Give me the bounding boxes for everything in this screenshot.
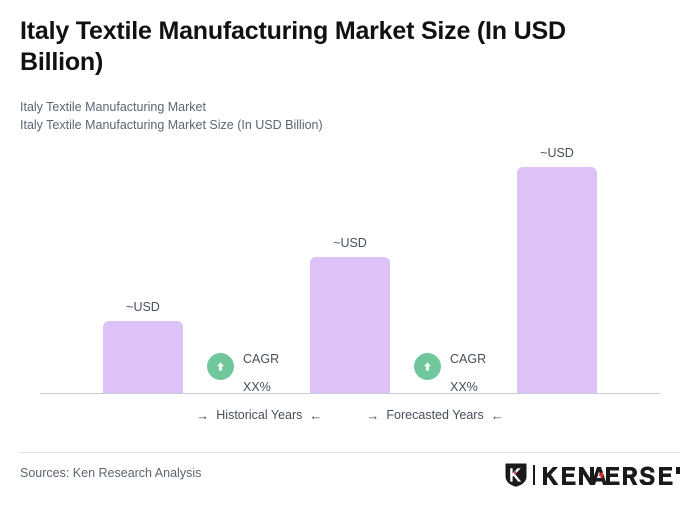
bar[interactable]: [103, 321, 183, 393]
ken-research-shield-icon: [505, 463, 527, 487]
bar-value-label-line1: ~USD: [126, 300, 160, 314]
arrow-left-icon: ←: [309, 407, 323, 423]
x-axis-line: [40, 393, 660, 394]
arrow-right-icon: →: [366, 407, 380, 423]
bar-value-label-line1: ~USD: [333, 236, 367, 250]
bar-value-label-line1: ~USD: [540, 146, 574, 160]
year-range-legend: → Historical Years ← → Forecasted Years …: [0, 408, 700, 422]
arrow-up-icon: [414, 352, 441, 380]
page-title: Italy Textile Manufacturing Market Size …: [20, 17, 566, 76]
brand-wordmark: [543, 466, 680, 485]
range-historical: → Historical Years ←: [196, 408, 322, 422]
arrow-up-icon: [207, 352, 234, 380]
subtitle-line-1: Italy Textile Manufacturing Market: [20, 100, 206, 114]
cagr-label: CAGR XX%: [243, 338, 279, 394]
cagr-annotation: CAGR XX%: [414, 338, 486, 394]
subtitle-line-2: Italy Textile Manufacturing Market Size …: [20, 118, 323, 132]
cagr-annotation: CAGR XX%: [207, 338, 279, 394]
bar[interactable]: [517, 167, 597, 393]
bar[interactable]: [310, 257, 390, 393]
chart-header: Italy Textile Manufacturing Market Size …: [20, 16, 620, 78]
chart-subtitles: Italy Textile Manufacturing Market Italy…: [20, 98, 660, 134]
brand-logo: [504, 462, 680, 488]
chart-plot-area: ~USD XX Bn ~USD 27 Bn ~USD XX Bn CAGR XX…: [40, 146, 660, 422]
arrow-right-icon: →: [196, 407, 210, 423]
cagr-label-line2: XX%: [450, 380, 478, 394]
cagr-label-line1: CAGR: [450, 352, 487, 366]
cagr-label-line1: CAGR: [243, 352, 280, 366]
sources-text: Sources: Ken Research Analysis: [20, 466, 202, 480]
arrow-left-icon: ←: [490, 407, 504, 423]
cagr-label: CAGR XX%: [450, 338, 486, 394]
footer-divider: [20, 452, 680, 453]
brand-divider: [533, 465, 535, 485]
range-label: Forecasted Years: [386, 408, 484, 422]
cagr-label-line2: XX%: [243, 380, 271, 394]
range-forecasted: → Forecasted Years ←: [366, 408, 503, 422]
range-label: Historical Years: [216, 408, 303, 422]
